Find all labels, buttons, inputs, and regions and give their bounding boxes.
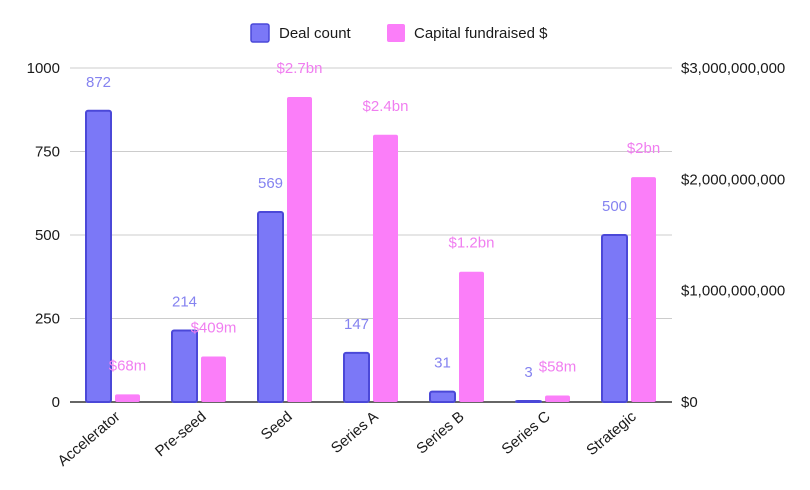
deal-count-bar [85, 109, 112, 403]
y-left-tick-label: 750 [35, 144, 60, 161]
deal-count-data-label: 31 [434, 355, 451, 372]
x-tick-label: Seed [258, 408, 296, 444]
y-right-tick-label: $0 [681, 394, 698, 411]
deal-count-data-label: 147 [344, 316, 369, 333]
capital-fundraised-bar [631, 177, 656, 402]
deal-count-bar [429, 390, 456, 403]
x-tick-label: Pre-seed [152, 408, 210, 460]
y-left-tick-label: 0 [52, 394, 60, 411]
deal-count-bar [171, 329, 198, 403]
capital-fundraised-data-label: $409m [191, 319, 237, 336]
capital-fundraised-data-label: $1.2bn [449, 235, 495, 252]
deal-count-data-label: 500 [602, 198, 627, 215]
capital-fundraised-bar [287, 96, 312, 403]
capital-fundraised-bar [459, 271, 484, 402]
capital-fundraised-bar [115, 394, 140, 402]
legend-label-deal-count: Deal count [279, 25, 352, 42]
capital-fundraised-data-label: $68m [109, 357, 147, 374]
capital-fundraised-data-label: $58m [539, 359, 577, 376]
x-tick-label: Series A [328, 408, 382, 457]
capital-fundraised-bar [373, 134, 398, 403]
capital-fundraised-bar [201, 356, 226, 402]
deal-count-bar [515, 399, 542, 403]
y-left-tick-label: 500 [35, 227, 60, 244]
deal-count-data-label: 3 [524, 364, 532, 381]
capital-fundraised-bar [545, 395, 570, 402]
y-right-tick-label: $3,000,000,000 [681, 60, 785, 77]
y-left-tick-label: 250 [35, 311, 60, 328]
x-tick-label: Series B [413, 408, 467, 457]
capital-fundraised-data-label: $2bn [627, 140, 660, 157]
legend-swatch-deal-count [250, 23, 270, 43]
x-tick-label: Series C [499, 408, 554, 458]
legend-swatch-capital-fundraised [387, 24, 405, 42]
deal-count-bar [601, 234, 628, 403]
deal-count-bar [343, 351, 370, 404]
deal-count-data-label: 214 [172, 294, 197, 311]
x-tick-label: Strategic [583, 408, 640, 459]
x-tick-label: Accelerator [55, 408, 124, 470]
y-left-tick-label: 1000 [27, 60, 60, 77]
y-right-tick-label: $2,000,000,000 [681, 171, 785, 188]
deal-count-data-label: 872 [86, 74, 111, 91]
deal-count-bar [257, 210, 284, 403]
deal-count-data-label: 569 [258, 175, 283, 192]
capital-fundraised-data-label: $2.4bn [363, 98, 409, 115]
capital-fundraised-data-label: $2.7bn [277, 60, 323, 77]
y-right-tick-label: $1,000,000,000 [681, 283, 785, 300]
legend-label-capital-fundraised: Capital fundraised $ [414, 25, 548, 42]
